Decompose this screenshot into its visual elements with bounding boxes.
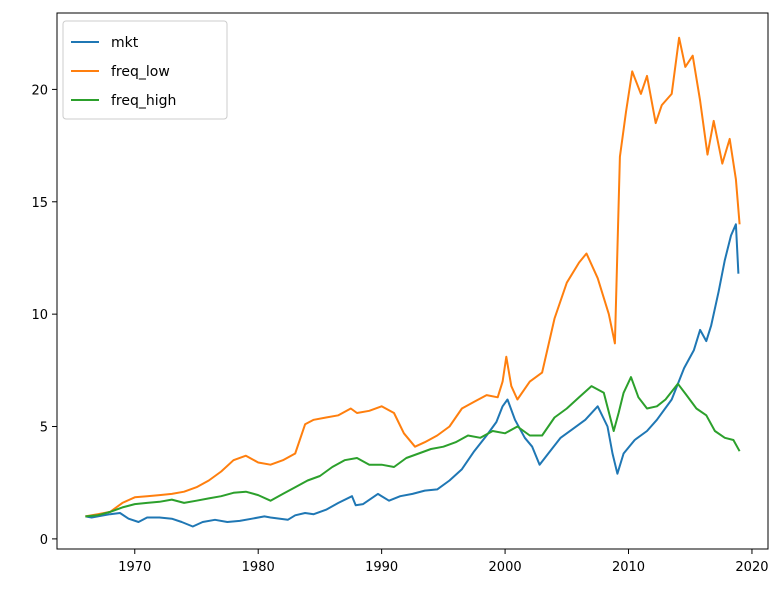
plot-frame — [56, 12, 769, 550]
series-line-freq_high — [85, 376, 741, 518]
legend-box — [62, 20, 228, 120]
x-axis: 1970 1980 1990 2000 2010 2020 — [118, 549, 769, 575]
x-tick-label: 1980 — [242, 560, 275, 575]
x-tick-label: 2000 — [489, 560, 522, 575]
legend: mkt freq_low freq_high — [62, 20, 228, 120]
x-tick-label: 2020 — [735, 560, 768, 575]
x-tick-label: 1990 — [365, 560, 398, 575]
legend-label: mkt — [111, 35, 139, 51]
series-line-mkt — [85, 223, 740, 528]
legend-label: freq_low — [111, 64, 170, 80]
series-lines — [85, 36, 741, 528]
x-tick-label: 2010 — [612, 560, 645, 575]
x-tick-label: 1970 — [118, 560, 151, 575]
y-tick-label: 5 — [40, 421, 48, 436]
series-line-freq_low — [85, 36, 741, 518]
y-tick-label: 0 — [40, 533, 48, 548]
y-tick-label: 20 — [31, 83, 48, 98]
y-tick-label: 15 — [31, 196, 48, 211]
y-axis: 0 5 10 15 20 — [31, 83, 57, 548]
y-tick-label: 10 — [31, 308, 48, 323]
legend-label: freq_high — [111, 93, 176, 109]
